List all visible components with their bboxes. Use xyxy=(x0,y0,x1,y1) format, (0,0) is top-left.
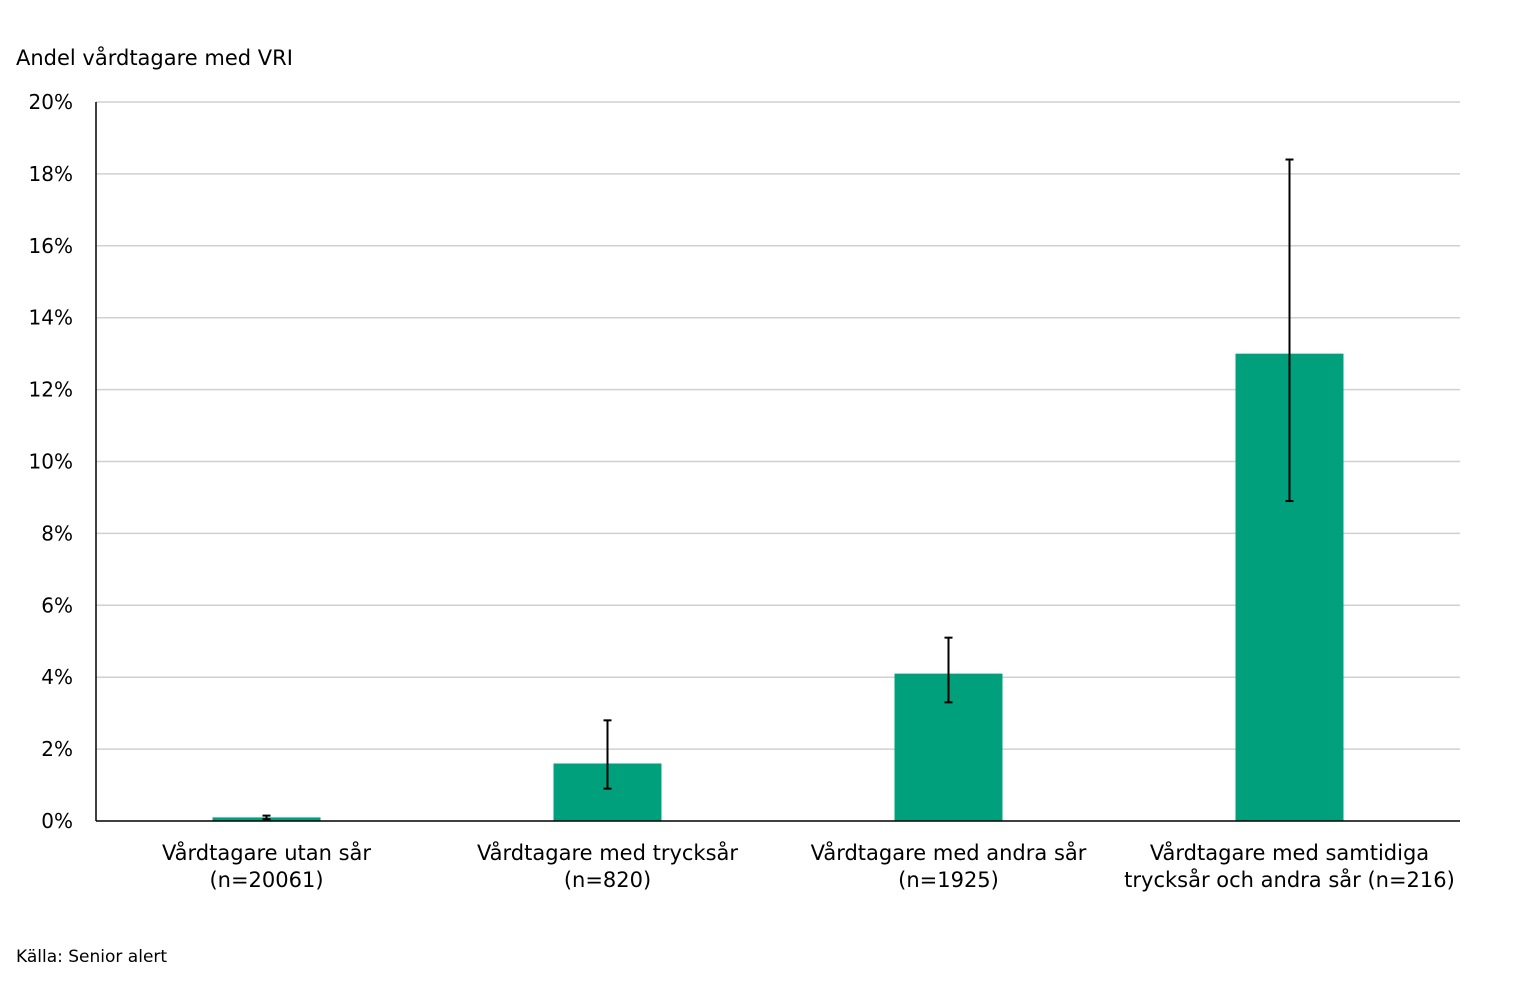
y-tick-label: 6% xyxy=(41,593,73,617)
y-tick-label: 18% xyxy=(29,162,73,186)
y-tick-label: 2% xyxy=(41,737,73,761)
x-tick-label: trycksår och andra sår (n=216) xyxy=(1124,867,1455,892)
y-tick-label: 4% xyxy=(41,665,73,689)
x-tick-label: Vårdtagare med trycksår xyxy=(477,840,738,865)
y-tick-label: 0% xyxy=(41,809,73,833)
y-tick-label: 10% xyxy=(29,450,73,474)
x-tick-label: (n=20061) xyxy=(209,868,323,892)
y-tick-label: 8% xyxy=(41,521,73,545)
y-axis-title: Andel vårdtagare med VRI xyxy=(16,46,293,70)
x-tick-label: Vårdtagare med samtidiga xyxy=(1150,840,1429,865)
x-tick-label: (n=820) xyxy=(564,868,651,892)
y-tick-label: 14% xyxy=(29,306,73,330)
y-tick-label: 12% xyxy=(29,378,73,402)
source-note: Källa: Senior alert xyxy=(16,947,168,967)
x-tick-label: Vårdtagare utan sår xyxy=(162,840,371,865)
x-tick-label: (n=1925) xyxy=(898,868,999,892)
y-tick-label: 20% xyxy=(29,90,73,114)
y-tick-label: 16% xyxy=(29,234,73,258)
x-tick-label: Vårdtagare med andra sår xyxy=(811,840,1087,865)
